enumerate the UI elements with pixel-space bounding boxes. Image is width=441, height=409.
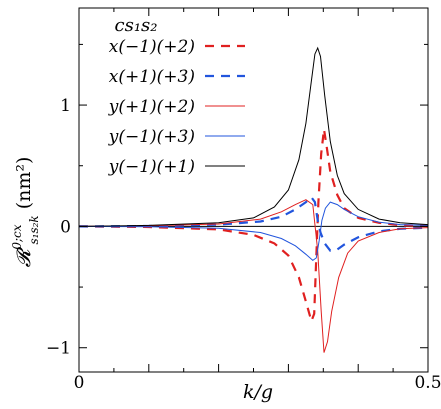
legend: cs₁s₂ x(−1)(+2) x(+1)(+3) y(+1)(+2) y(−1)(+…: [108, 15, 245, 177]
series-line-4: [78, 46, 429, 227]
legend-label-2: y(+1)(+2): [108, 97, 195, 117]
plot-frame: [78, 7, 429, 373]
y-axis-label-main: 𝓡: [13, 246, 35, 267]
series-line-1: [78, 195, 429, 252]
series-line-2: [78, 199, 429, 353]
x-tick-label-1: 0.5: [414, 373, 441, 393]
y-axis-label-sup: 0;cx: [10, 224, 24, 249]
y-tick-label-2: 1: [60, 96, 71, 116]
legend-label-4: y(−1)(+1): [108, 157, 195, 177]
y-axis-label: 𝓡0;cx s₁s₂k (nm²): [10, 157, 41, 268]
x-axis-label: k/g: [243, 381, 273, 403]
legend-label-1: x(+1)(+3): [109, 67, 195, 87]
legend-label-3: y(−1)(+3): [108, 127, 195, 147]
series-line-3: [78, 201, 429, 262]
legend-label-0: x(−1)(+2): [109, 37, 195, 57]
y-tick-label-1: 0: [60, 217, 71, 237]
y-axis-label-sub: s₁s₂k: [27, 215, 41, 244]
y-axis-label-unit: (nm²): [13, 157, 35, 210]
x-tick-label-0: 0: [74, 373, 85, 393]
legend-title: cs₁s₂: [115, 15, 158, 36]
y-tick-label-0: −1: [46, 339, 71, 359]
